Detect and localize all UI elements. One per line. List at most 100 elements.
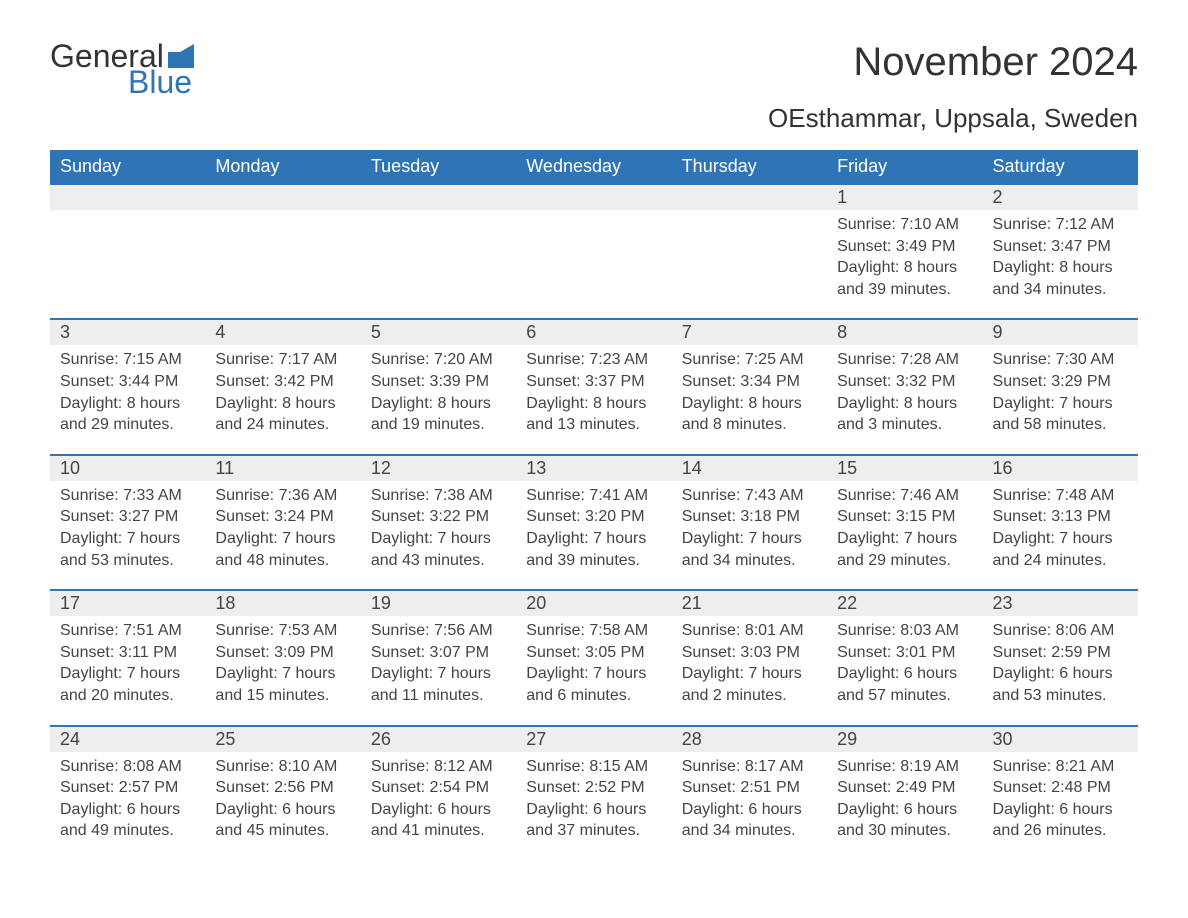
daylight-line-1: Daylight: 7 hours: [837, 528, 972, 550]
day-content: Sunrise: 7:41 AMSunset: 3:20 PMDaylight:…: [516, 481, 671, 589]
day-content: Sunrise: 7:12 AMSunset: 3:47 PMDaylight:…: [983, 210, 1138, 318]
sunset-line: Sunset: 3:44 PM: [60, 371, 195, 393]
calendar-day-cell: 9Sunrise: 7:30 AMSunset: 3:29 PMDaylight…: [983, 318, 1138, 453]
sunrise-line: Sunrise: 7:43 AM: [682, 485, 817, 507]
sunrise-line: Sunrise: 7:41 AM: [526, 485, 661, 507]
calendar-day-cell: 26Sunrise: 8:12 AMSunset: 2:54 PMDayligh…: [361, 725, 516, 860]
daylight-line-2: and 29 minutes.: [60, 414, 195, 436]
sunset-line: Sunset: 2:52 PM: [526, 777, 661, 799]
day-content: Sunrise: 7:23 AMSunset: 3:37 PMDaylight:…: [516, 345, 671, 453]
calendar-day-cell: 18Sunrise: 7:53 AMSunset: 3:09 PMDayligh…: [205, 589, 360, 724]
day-content: Sunrise: 8:08 AMSunset: 2:57 PMDaylight:…: [50, 752, 205, 860]
day-content: Sunrise: 8:01 AMSunset: 3:03 PMDaylight:…: [672, 616, 827, 724]
calendar-day-cell: 12Sunrise: 7:38 AMSunset: 3:22 PMDayligh…: [361, 454, 516, 589]
calendar-day-cell: 24Sunrise: 8:08 AMSunset: 2:57 PMDayligh…: [50, 725, 205, 860]
sunrise-line: Sunrise: 7:30 AM: [993, 349, 1128, 371]
daylight-line-1: Daylight: 8 hours: [371, 393, 506, 415]
calendar-day-cell: 22Sunrise: 8:03 AMSunset: 3:01 PMDayligh…: [827, 589, 982, 724]
sunrise-line: Sunrise: 8:06 AM: [993, 620, 1128, 642]
calendar-day-cell: [205, 183, 360, 318]
daylight-line-1: Daylight: 7 hours: [993, 528, 1128, 550]
sunrise-line: Sunrise: 7:17 AM: [215, 349, 350, 371]
sunrise-line: Sunrise: 8:15 AM: [526, 756, 661, 778]
daylight-line-2: and 53 minutes.: [993, 685, 1128, 707]
calendar-day-cell: [672, 183, 827, 318]
calendar-day-cell: [516, 183, 671, 318]
calendar-day-cell: 21Sunrise: 8:01 AMSunset: 3:03 PMDayligh…: [672, 589, 827, 724]
sunrise-line: Sunrise: 7:15 AM: [60, 349, 195, 371]
day-number: 28: [672, 725, 827, 752]
sunset-line: Sunset: 3:29 PM: [993, 371, 1128, 393]
sunset-line: Sunset: 3:47 PM: [993, 236, 1128, 258]
daylight-line-2: and 13 minutes.: [526, 414, 661, 436]
calendar-day-cell: 23Sunrise: 8:06 AMSunset: 2:59 PMDayligh…: [983, 589, 1138, 724]
calendar-day-cell: 11Sunrise: 7:36 AMSunset: 3:24 PMDayligh…: [205, 454, 360, 589]
daylight-line-2: and 30 minutes.: [837, 820, 972, 842]
day-number: 1: [827, 183, 982, 210]
day-number: 22: [827, 589, 982, 616]
calendar-day-cell: 14Sunrise: 7:43 AMSunset: 3:18 PMDayligh…: [672, 454, 827, 589]
daylight-line-1: Daylight: 6 hours: [215, 799, 350, 821]
sunset-line: Sunset: 3:07 PM: [371, 642, 506, 664]
calendar-day-cell: 25Sunrise: 8:10 AMSunset: 2:56 PMDayligh…: [205, 725, 360, 860]
calendar-day-cell: 4Sunrise: 7:17 AMSunset: 3:42 PMDaylight…: [205, 318, 360, 453]
calendar-week-row: 3 Sunrise: 7:15 AMSunset: 3:44 PM Daylight…: [50, 318, 1138, 453]
sunrise-line: Sunrise: 8:08 AM: [60, 756, 195, 778]
day-content: Sunrise: 8:17 AMSunset: 2:51 PMDaylight:…: [672, 752, 827, 860]
day-number: 3: [50, 318, 205, 345]
calendar-day-cell: 3Sunrise: 7:15 AMSunset: 3:44 PMDaylight…: [50, 318, 205, 453]
day-content: Sunrise: 7:43 AMSunset: 3:18 PMDaylight:…: [672, 481, 827, 589]
daylight-line-2: and 2 minutes.: [682, 685, 817, 707]
daylight-line-1: Daylight: 7 hours: [526, 528, 661, 550]
sunrise-line: Sunrise: 7:58 AM: [526, 620, 661, 642]
calendar-table: Sunday Monday Tuesday Wednesday Thursday…: [50, 150, 1138, 860]
day-content: Sunrise: 7:38 AMSunset: 3:22 PMDaylight:…: [361, 481, 516, 589]
day-content: Sunrise: 7:36 AMSunset: 3:24 PMDaylight:…: [205, 481, 360, 589]
sunrise-line: Sunrise: 7:38 AM: [371, 485, 506, 507]
calendar-day-cell: 5Sunrise: 7:20 AMSunset: 3:39 PMDaylight…: [361, 318, 516, 453]
sunset-line: Sunset: 2:49 PM: [837, 777, 972, 799]
day-content: Sunrise: 8:10 AMSunset: 2:56 PMDaylight:…: [205, 752, 360, 860]
weekday-header: Wednesday: [516, 150, 671, 183]
daylight-line-2: and 19 minutes.: [371, 414, 506, 436]
day-content: Sunrise: 7:17 AMSunset: 3:42 PMDaylight:…: [205, 345, 360, 453]
day-content: Sunrise: 7:56 AMSunset: 3:07 PMDaylight:…: [361, 616, 516, 724]
daylight-line-2: and 29 minutes.: [837, 550, 972, 572]
day-content: Sunrise: 8:21 AMSunset: 2:48 PMDaylight:…: [983, 752, 1138, 860]
daylight-line-2: and 34 minutes.: [682, 820, 817, 842]
sunset-line: Sunset: 2:56 PM: [215, 777, 350, 799]
calendar-day-cell: 10Sunrise: 7:33 AMSunset: 3:27 PMDayligh…: [50, 454, 205, 589]
daylight-line-2: and 3 minutes.: [837, 414, 972, 436]
weekday-header-row: Sunday Monday Tuesday Wednesday Thursday…: [50, 150, 1138, 183]
sunset-line: Sunset: 3:32 PM: [837, 371, 972, 393]
daylight-line-2: and 15 minutes.: [215, 685, 350, 707]
sunset-line: Sunset: 3:20 PM: [526, 506, 661, 528]
daylight-line-1: Daylight: 7 hours: [60, 663, 195, 685]
sunrise-line: Sunrise: 7:56 AM: [371, 620, 506, 642]
sunset-line: Sunset: 3:18 PM: [682, 506, 817, 528]
sunrise-line: Sunrise: 7:48 AM: [993, 485, 1128, 507]
daylight-line-1: Daylight: 8 hours: [682, 393, 817, 415]
daylight-line-2: and 6 minutes.: [526, 685, 661, 707]
daylight-line-2: and 57 minutes.: [837, 685, 972, 707]
daylight-line-1: Daylight: 7 hours: [371, 528, 506, 550]
day-number: 8: [827, 318, 982, 345]
day-number: 26: [361, 725, 516, 752]
sunset-line: Sunset: 3:11 PM: [60, 642, 195, 664]
day-content: Sunrise: 7:33 AMSunset: 3:27 PMDaylight:…: [50, 481, 205, 589]
day-number: 6: [516, 318, 671, 345]
daylight-line-1: Daylight: 8 hours: [993, 257, 1128, 279]
day-content: Sunrise: 8:03 AMSunset: 3:01 PMDaylight:…: [827, 616, 982, 724]
sunrise-line: Sunrise: 8:10 AM: [215, 756, 350, 778]
sunrise-line: Sunrise: 7:12 AM: [993, 214, 1128, 236]
day-number: 11: [205, 454, 360, 481]
sunrise-line: Sunrise: 7:51 AM: [60, 620, 195, 642]
daylight-line-1: Daylight: 8 hours: [526, 393, 661, 415]
daylight-line-2: and 34 minutes.: [682, 550, 817, 572]
day-number: 5: [361, 318, 516, 345]
sunset-line: Sunset: 3:13 PM: [993, 506, 1128, 528]
day-number: 21: [672, 589, 827, 616]
calendar-week-row: 17Sunrise: 7:51 AMSunset: 3:11 PMDayligh…: [50, 589, 1138, 724]
sunset-line: Sunset: 2:51 PM: [682, 777, 817, 799]
day-number: 7: [672, 318, 827, 345]
